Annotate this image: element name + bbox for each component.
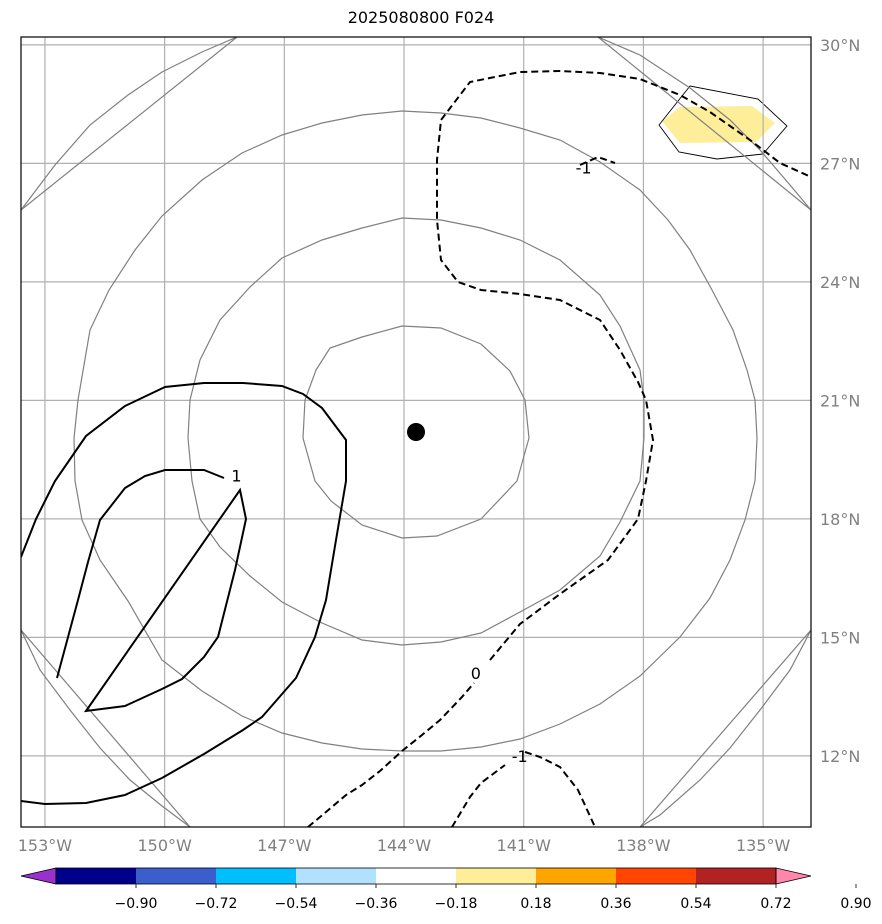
longitude-label: 153°W [18, 836, 73, 855]
colorbar-tick-label: 0.90 [840, 896, 871, 912]
latitude-label: 30°N [820, 36, 860, 55]
longitude-label: 135°W [736, 836, 791, 855]
storm-center-marker [407, 423, 425, 441]
colorbar-segment [296, 868, 377, 884]
colorbar: −0.90 −0.72 −0.54 −0.36 −0.18 0.18 0.36 0.54 0.7… [20, 867, 872, 912]
contour-value-label: -1 [512, 747, 528, 766]
colorbar-extend-low [20, 867, 57, 885]
positive-shading [658, 85, 788, 160]
map-title: 2025080800 F024 [347, 8, 495, 27]
colorbar-tick-label: 0.72 [760, 896, 791, 912]
colorbar-tick-label: −0.54 [275, 896, 318, 912]
colorbar-segment [216, 868, 297, 884]
colorbar-segment [536, 868, 617, 884]
contours [21, 69, 811, 827]
latitude-label: 18°N [820, 510, 860, 529]
colorbar-extend-high [775, 867, 812, 885]
longitude-label: 138°W [616, 836, 671, 855]
colorbar-segment [56, 868, 137, 884]
latitude-label: 21°N [820, 391, 860, 410]
colorbar-tick-label: −0.72 [195, 896, 238, 912]
map-frame [20, 36, 812, 828]
longitude-label: 150°W [137, 836, 192, 855]
colorbar-segment [456, 868, 537, 884]
colorbar-segment [696, 868, 777, 884]
range-rings [21, 37, 811, 827]
longitude-label: 141°W [497, 836, 552, 855]
latitude-label: 24°N [820, 273, 860, 292]
colorbar-segment [616, 868, 697, 884]
longitude-label: 147°W [257, 836, 312, 855]
contour-value-label: 0 [471, 664, 481, 683]
colorbar-tick-label: 0.18 [520, 896, 551, 912]
colorbar-tick-label: −0.18 [435, 896, 478, 912]
colorbar-segment [136, 868, 217, 884]
contour-value-label: -1 [576, 158, 592, 177]
colorbar-tick-label: −0.36 [355, 896, 398, 912]
colorbar-tick-label: −0.90 [115, 896, 158, 912]
latitude-label: 27°N [820, 154, 860, 173]
longitude-label: 144°W [377, 836, 432, 855]
colorbar-frame [55, 867, 777, 885]
latitude-label: 15°N [820, 628, 860, 647]
latitude-label: 12°N [820, 747, 860, 766]
colorbar-segment [376, 868, 457, 884]
contour-value-label: 1 [231, 466, 241, 485]
colorbar-tick-label: 0.36 [600, 896, 631, 912]
colorbar-tick-label: 0.54 [680, 896, 711, 912]
